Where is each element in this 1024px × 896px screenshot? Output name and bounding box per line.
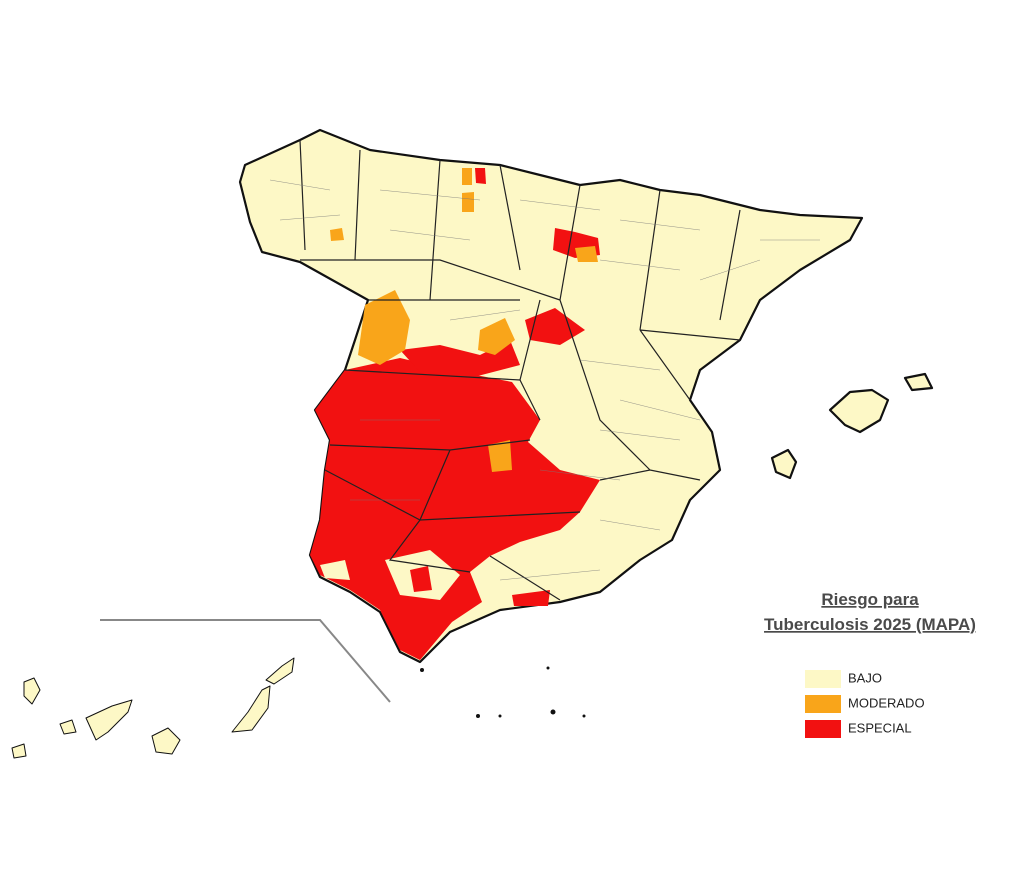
island	[770, 448, 798, 480]
moderate-zone	[462, 192, 474, 212]
moderate-zone	[358, 290, 410, 365]
legend: BAJO MODERADO ESPECIAL	[805, 670, 925, 738]
legend-title: Riesgo para	[821, 590, 919, 609]
special-zone	[475, 168, 486, 184]
legend-label: MODERADO	[848, 695, 925, 710]
special-zone	[410, 566, 432, 592]
moderate-zone	[478, 318, 515, 355]
legend-title: Tuberculosis 2025 (MAPA)	[764, 615, 976, 634]
moderate-zone	[575, 246, 598, 262]
legend-swatch	[805, 720, 841, 738]
legend-swatch	[805, 670, 841, 688]
islets	[420, 666, 586, 718]
province-border	[299, 139, 741, 601]
moderate-zone	[330, 228, 344, 241]
special-zone	[512, 590, 550, 606]
legend-swatch	[805, 695, 841, 713]
special-zone	[400, 340, 520, 378]
inset-border	[100, 619, 391, 703]
moderate-zone	[462, 168, 472, 185]
low-pocket	[320, 560, 350, 580]
island	[903, 372, 934, 392]
special-zone	[310, 358, 600, 660]
municipal-border	[269, 179, 820, 581]
legend-label: ESPECIAL	[848, 720, 912, 735]
canary-islands	[11, 657, 295, 759]
legend-label: BAJO	[848, 670, 882, 685]
moderate-zone	[488, 440, 512, 472]
low-pocket	[520, 535, 580, 575]
island	[828, 388, 890, 434]
special-zone	[525, 308, 585, 345]
